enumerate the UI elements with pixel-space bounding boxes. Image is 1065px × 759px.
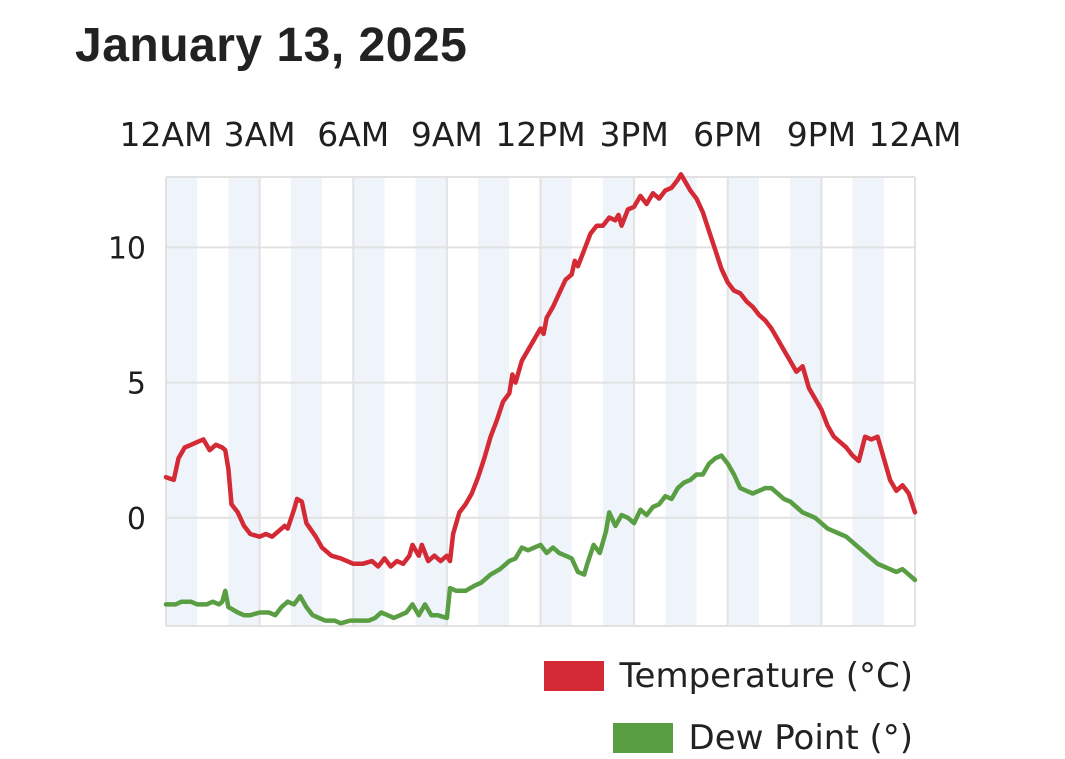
legend-dew-point-label: Dew Point (°)	[688, 718, 913, 758]
legend-item-temperature: Temperature (°C)	[543, 656, 913, 696]
hour-band	[665, 177, 697, 626]
hour-band	[727, 177, 759, 626]
legend-temperature-label: Temperature (°C)	[619, 656, 913, 696]
hour-band	[166, 177, 198, 626]
dew-point-line	[163, 453, 918, 626]
y-tick-label: 0	[127, 502, 146, 537]
gridlines	[165, 176, 916, 627]
x-tick-label: 3PM	[599, 115, 668, 154]
x-tick-label: 12PM	[495, 115, 585, 154]
series-lines	[163, 172, 918, 626]
x-tick-label: 6AM	[317, 115, 389, 154]
hour-band	[852, 177, 884, 626]
chart-title: January 13, 2025	[75, 19, 468, 72]
x-tick-label: 12AM	[868, 115, 961, 154]
x-axis-tick-labels: 12AM 3AM 6AM 9AM 12PM 3PM 6PM 9PM 12AM	[119, 115, 961, 154]
x-tick-label: 9PM	[787, 115, 856, 154]
x-tick-label: 3AM	[224, 115, 296, 154]
y-tick-label: 10	[108, 231, 146, 266]
hour-band	[353, 177, 385, 626]
x-tick-label: 12AM	[119, 115, 212, 154]
x-tick-label: 6PM	[693, 115, 762, 154]
y-tick-label: 5	[127, 367, 146, 402]
temperature-line	[163, 172, 918, 569]
legend-item-dew-point: Dew Point (°)	[612, 718, 913, 758]
temperature-swatch	[543, 661, 604, 691]
dew-point-swatch	[612, 723, 673, 753]
hour-bands	[166, 177, 884, 626]
x-tick-label: 9AM	[411, 115, 483, 154]
hour-band	[228, 177, 260, 626]
hour-band	[290, 177, 323, 626]
hour-band	[602, 177, 635, 626]
y-axis-tick-labels: 0 5 10	[108, 231, 146, 536]
